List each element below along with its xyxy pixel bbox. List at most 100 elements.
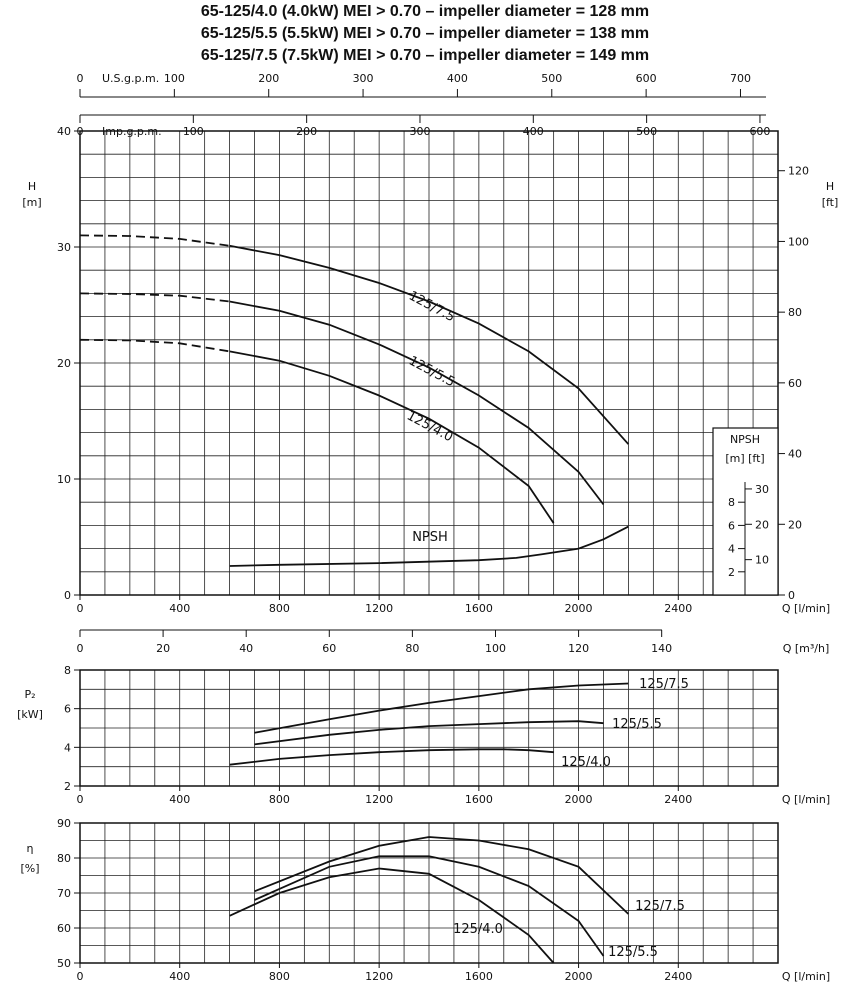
y-tick-label: 20 — [57, 357, 71, 370]
y-tick-label: 30 — [57, 241, 71, 254]
npsh-inset-units: [m] [ft] — [725, 452, 764, 465]
secondary-axis-label: U.S.g.p.m. — [102, 72, 159, 85]
x-tick-label: 400 — [169, 970, 190, 983]
curve-125-7.5 — [254, 836, 630, 915]
x-axis-label: Q [l/min] — [782, 793, 830, 806]
curve-label: 125/5.5 — [608, 945, 658, 960]
curve-125-7.5-dashed — [79, 234, 230, 247]
curve-label: 125/4.0 — [404, 409, 455, 446]
npsh-inset-title: NPSH — [730, 433, 760, 446]
curve-125-5.5 — [229, 300, 605, 506]
y-tick-label: 4 — [64, 741, 71, 754]
secondary-tick-label: 0 — [77, 125, 84, 138]
m3h-tick-label: 60 — [322, 642, 336, 655]
curve-label: 125/7.5 — [406, 289, 457, 326]
curve-label: 125/5.5 — [406, 354, 457, 391]
y-tick-label: 0 — [64, 589, 71, 602]
x-tick-label: 400 — [169, 602, 190, 615]
x-tick-label: 2000 — [565, 793, 593, 806]
x-tick-label: 2400 — [664, 602, 692, 615]
x-tick-label: 800 — [269, 602, 290, 615]
secondary-tick-label: 400 — [447, 72, 468, 85]
x-tick-label: 0 — [77, 793, 84, 806]
curve-NPSH — [229, 525, 629, 567]
y-tick-label: 10 — [57, 473, 71, 486]
x-tick-label: 800 — [269, 970, 290, 983]
curve-125-5.5-dashed — [79, 292, 230, 303]
y-tick-label: 80 — [57, 852, 71, 865]
x-axis-label: Q [l/min] — [782, 602, 830, 615]
npsh-m-tick-label: 8 — [728, 496, 735, 509]
y-axis-unit: [kW] — [17, 708, 43, 721]
secondary-tick-label: 400 — [523, 125, 544, 138]
x-tick-label: 1600 — [465, 602, 493, 615]
m3h-tick-label: 100 — [485, 642, 506, 655]
chart-title-line-1: 65-125/4.0 (4.0kW) MEI > 0.70 – impeller… — [200, 3, 650, 20]
x-tick-label: 800 — [269, 793, 290, 806]
y-tick-label: 40 — [57, 125, 71, 138]
npsh-m-tick-label: 6 — [728, 519, 735, 532]
npsh-m-tick-label: 2 — [728, 566, 735, 579]
secondary-axis-label: Imp.g.p.m. — [102, 125, 162, 138]
x-tick-label: 1200 — [365, 602, 393, 615]
x-tick-label: 0 — [77, 970, 84, 983]
npsh-ft-tick-label: 30 — [755, 483, 769, 496]
y-tick-label: 70 — [57, 887, 71, 900]
curve-label: 125/7.5 — [639, 677, 689, 692]
npsh-ft-tick-label: 20 — [755, 518, 769, 531]
m3h-axis-label: Q [m³/h] — [783, 642, 830, 655]
secondary-tick-label: 500 — [636, 125, 657, 138]
y-tick-label: 6 — [64, 703, 71, 716]
x-tick-label: 2000 — [565, 602, 593, 615]
secondary-tick-label: 700 — [730, 72, 751, 85]
x-tick-label: 400 — [169, 793, 190, 806]
curve-125-4.0 — [229, 748, 554, 766]
ft-tick-label: 60 — [788, 377, 802, 390]
secondary-tick-label: 200 — [258, 72, 279, 85]
x-tick-label: 1600 — [465, 793, 493, 806]
curve-125-4.0-dashed — [79, 338, 230, 353]
secondary-tick-label: 600 — [636, 72, 657, 85]
curve-label: 125/5.5 — [612, 717, 662, 732]
ft-tick-label: 100 — [788, 235, 809, 248]
secondary-tick-label: 200 — [296, 125, 317, 138]
curve-125-5.5 — [254, 720, 604, 746]
y-axis-right-unit: [ft] — [822, 196, 839, 209]
y-axis-label: η — [27, 842, 34, 855]
secondary-tick-label: 500 — [541, 72, 562, 85]
panel-0 — [79, 130, 779, 596]
curve-label: 125/4.0 — [561, 755, 611, 770]
y-axis-unit: [%] — [20, 862, 39, 875]
x-tick-label: 2000 — [565, 970, 593, 983]
m3h-tick-label: 80 — [405, 642, 419, 655]
x-tick-label: 1200 — [365, 793, 393, 806]
curve-125-7.5 — [254, 682, 629, 734]
x-tick-label: 2400 — [664, 793, 692, 806]
m3h-tick-label: 20 — [156, 642, 170, 655]
y-axis-right-label: H — [826, 180, 834, 193]
y-tick-label: 8 — [64, 664, 71, 677]
m3h-tick-label: 120 — [568, 642, 589, 655]
curve-125-7.5 — [229, 244, 630, 445]
secondary-tick-label: 300 — [353, 72, 374, 85]
y-tick-label: 90 — [57, 817, 71, 830]
npsh-ft-tick-label: 10 — [755, 554, 769, 567]
curve-label: 125/4.0 — [453, 922, 503, 937]
ft-tick-label: 120 — [788, 165, 809, 178]
plot-frame — [79, 669, 779, 787]
secondary-tick-label: 600 — [749, 125, 770, 138]
npsh-m-tick-label: 4 — [728, 543, 735, 556]
ft-tick-label: 40 — [788, 448, 802, 461]
curve-125-5.5 — [254, 855, 605, 957]
secondary-tick-label: 100 — [183, 125, 204, 138]
x-axis-label: Q [l/min] — [782, 970, 830, 983]
chart-title-line-3: 65-125/7.5 (7.5kW) MEI > 0.70 – impeller… — [200, 47, 650, 64]
curve-label: NPSH — [412, 530, 448, 545]
ft-tick-label: 0 — [788, 589, 795, 602]
y-tick-label: 50 — [57, 957, 71, 970]
curve-125-4.0 — [229, 350, 555, 524]
ft-tick-label: 20 — [788, 518, 802, 531]
x-tick-label: 0 — [77, 602, 84, 615]
panel-2 — [79, 822, 779, 964]
